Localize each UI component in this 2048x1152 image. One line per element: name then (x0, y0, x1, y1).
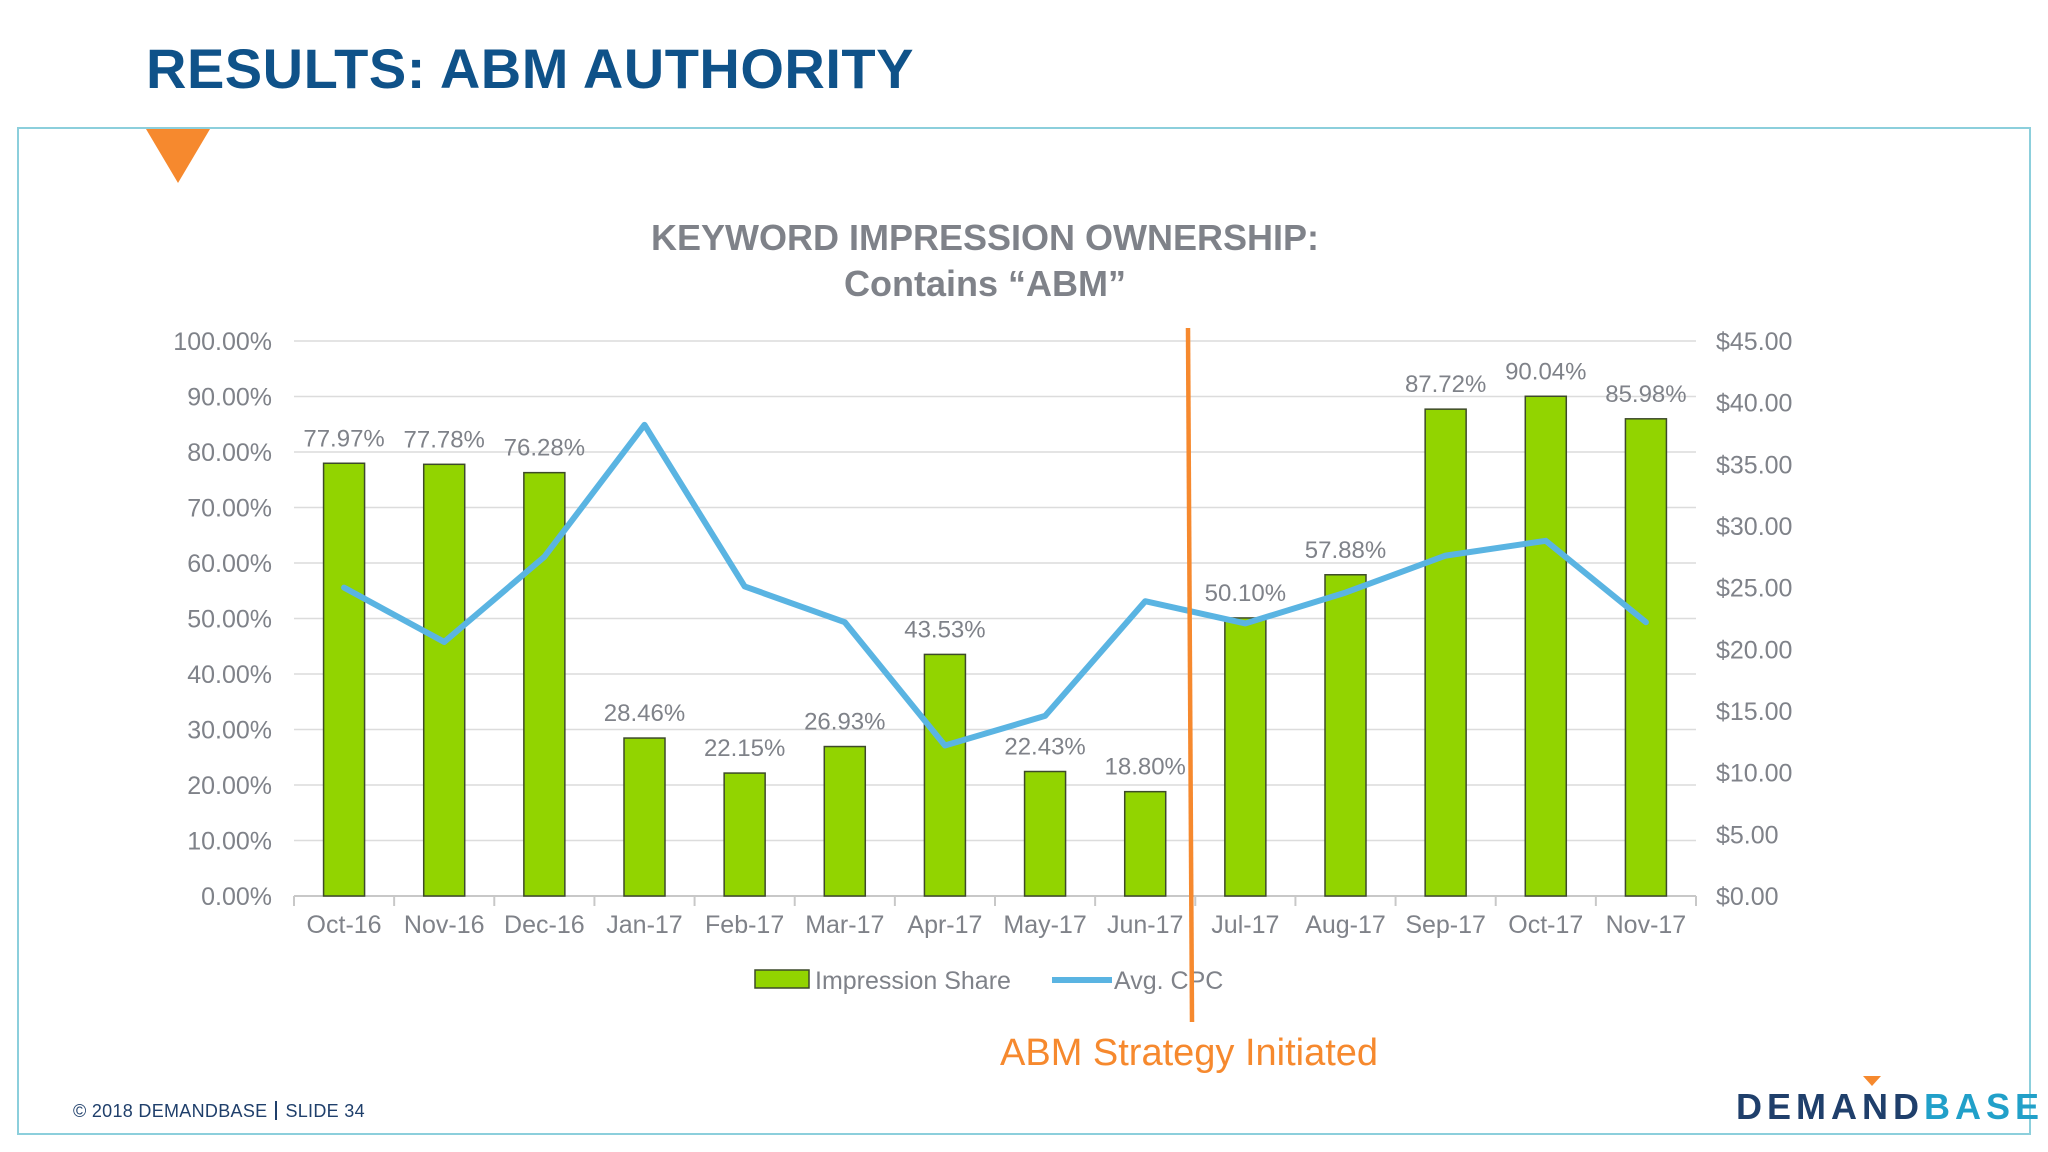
bar-data-label: 43.53% (904, 616, 985, 643)
x-tick-label: Nov-17 (1606, 911, 1687, 939)
x-tick-label: Aug-17 (1305, 911, 1386, 939)
x-tick-label: May-17 (1003, 911, 1086, 939)
x-tick-label: Feb-17 (705, 911, 784, 939)
bar-impression-share (723, 772, 766, 897)
footer-divider (275, 1101, 278, 1120)
y-right-tick-label: $0.00 (1716, 883, 1779, 911)
bar-impression-share (823, 745, 867, 897)
x-tick-label: Apr-17 (907, 911, 982, 939)
bar-impression-share (1624, 418, 1668, 897)
bar-impression-share (1224, 617, 1267, 897)
bar-data-label: 28.46% (604, 700, 685, 727)
y-right-tick-label: $35.00 (1716, 451, 1792, 479)
y-left-tick-label: 20.00% (187, 772, 272, 800)
y-left-tick-label: 100.00% (173, 328, 272, 356)
bar-data-label: 77.78% (404, 426, 485, 453)
slide-title: RESULTS: ABM AUTHORITY (146, 37, 914, 100)
y-right-tick-label: $5.00 (1716, 821, 1779, 849)
bar-data-label: 57.88% (1305, 537, 1386, 564)
bar-data-label: 22.15% (704, 735, 785, 762)
bar-impression-share (623, 737, 666, 897)
bar-data-label: 76.28% (504, 435, 585, 462)
bar-data-label: 77.97% (303, 425, 384, 452)
abm-strategy-label: ABM Strategy Initiated (1000, 1032, 1379, 1074)
y-right-tick-label: $40.00 (1716, 390, 1792, 418)
bar-impression-share (322, 462, 366, 897)
bar-data-label: 18.80% (1105, 754, 1186, 781)
bar-data-label: 22.43% (1004, 734, 1085, 761)
y-left-tick-label: 40.00% (187, 661, 272, 689)
logo-accent-icon (1863, 1076, 1881, 1086)
y-left-tick-label: 80.00% (187, 439, 272, 467)
y-left-tick-label: 50.00% (187, 606, 272, 634)
bar-impression-share (923, 653, 967, 897)
footer-copyright: © 2018 DEMANDBASE (73, 1101, 268, 1121)
bar-impression-share (1324, 574, 1367, 897)
x-tick-label: Sep-17 (1405, 911, 1486, 939)
bar-data-label: 50.10% (1205, 580, 1286, 607)
x-tick-label: Jan-17 (606, 911, 682, 939)
logo-text-dark: DEMAND (1736, 1086, 1924, 1127)
line-avg-cpc (341, 421, 1649, 749)
y-left-tick-label: 30.00% (187, 717, 272, 745)
y-left-tick-label: 70.00% (187, 495, 272, 523)
y-left-tick-label: 10.00% (187, 828, 272, 856)
x-tick-label: Dec-16 (504, 911, 585, 939)
x-tick-label: Jun-17 (1107, 911, 1183, 939)
bar-impression-share (1424, 408, 1467, 897)
y-right-tick-label: $10.00 (1716, 760, 1792, 788)
bar-data-label: 85.98% (1605, 381, 1686, 408)
bar-impression-share (1023, 770, 1067, 897)
legend-swatch-impression-share (754, 969, 810, 989)
chart-title-line2: Contains “ABM” (844, 263, 1126, 304)
x-tick-label: Mar-17 (805, 911, 884, 939)
y-right-tick-label: $15.00 (1716, 698, 1792, 726)
y-right-tick-label: $45.00 (1716, 328, 1792, 356)
x-tick-label: Oct-16 (307, 911, 382, 939)
logo-text-light: BASE (1924, 1086, 2045, 1127)
bar-impression-share (1123, 790, 1167, 897)
bar-data-label: 87.72% (1405, 371, 1486, 398)
abm-strategy-marker-line (1185, 327, 1195, 1023)
triangle-marker-icon (146, 129, 210, 183)
legend-label-impression-share: Impression Share (815, 967, 1011, 995)
y-left-tick-label: 60.00% (187, 550, 272, 578)
x-tick-label: Nov-16 (404, 911, 485, 939)
x-tick-label: Jul-17 (1211, 911, 1279, 939)
footer: © 2018 DEMANDBASE SLIDE 34 (73, 1101, 365, 1122)
x-tick-label: Oct-17 (1508, 911, 1583, 939)
demandbase-logo: DEMANDBASE (1736, 1076, 2045, 1128)
y-left-tick-label: 90.00% (187, 384, 272, 412)
bar-impression-share (1524, 395, 1568, 897)
y-right-tick-label: $25.00 (1716, 575, 1792, 603)
y-left-tick-label: 0.00% (201, 883, 272, 911)
chart-title-line1: KEYWORD IMPRESSION OWNERSHIP: (651, 217, 1319, 258)
legend-label-avg-cpc: Avg. CPC (1114, 967, 1223, 995)
y-right-tick-label: $20.00 (1716, 636, 1792, 664)
bar-impression-share (422, 463, 466, 897)
y-right-tick-label: $30.00 (1716, 513, 1792, 541)
bar-data-label: 90.04% (1505, 358, 1586, 385)
footer-slide-number: SLIDE 34 (285, 1101, 365, 1121)
bar-data-label: 26.93% (804, 709, 885, 736)
